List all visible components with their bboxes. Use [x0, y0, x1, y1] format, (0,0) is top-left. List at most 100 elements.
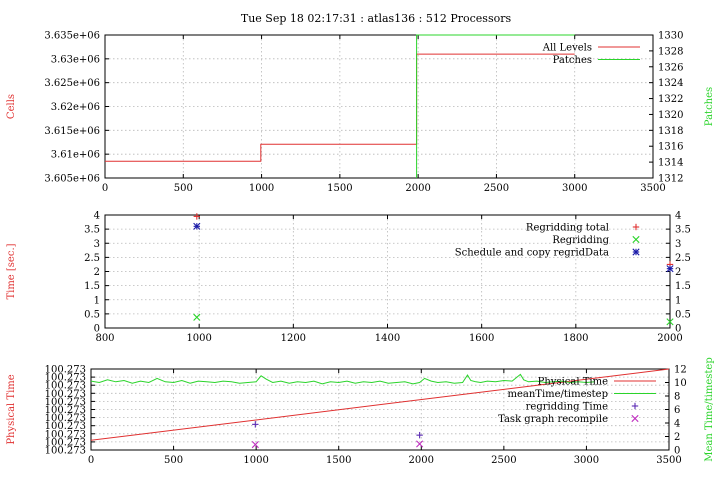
cells-patches-y-tick-label: 3.605e+06	[44, 174, 100, 185]
cells-patches-series-0-line	[105, 53, 575, 162]
regrid-time-legend-label: Schedule and copy regridData	[455, 248, 609, 259]
regrid-time-y-tick-label: 2	[94, 267, 100, 278]
regrid-time-y2-tick-label: 1	[675, 295, 681, 306]
physical-time-y2-tick-label: 0	[674, 446, 680, 457]
regrid-time-y2-tick-label: 0.5	[675, 309, 691, 320]
physical-time-y-tick-label: 100.273	[45, 421, 86, 432]
physical-time-y2label: Mean Time/timestep	[704, 357, 715, 461]
cells-patches-legend-label: All Levels	[542, 43, 592, 54]
physical-time-y-tick-label: 100.273	[45, 437, 86, 448]
regrid-time-y2-tick-label: 2.5	[675, 253, 691, 264]
regrid-time-series-0-markers	[193, 213, 674, 268]
physical-time-y2-tick-label: 8	[674, 392, 680, 403]
physical-time-series-0-line	[90, 368, 670, 441]
physical-time-legend-label: regridding Time	[526, 402, 608, 413]
physical-time-series	[90, 368, 670, 449]
regrid-time-series-2-point	[666, 265, 674, 273]
regrid-time-y2-tick-label: 1.5	[675, 281, 691, 292]
cells-patches-legend-label: Patches	[553, 55, 592, 66]
regrid-time-series-1-point-stroke	[193, 313, 201, 321]
regrid-time-series-2-point-stroke	[193, 222, 201, 230]
physical-time-x-tick-label: 3500	[656, 455, 681, 466]
regrid-time-legend-marker	[632, 223, 640, 231]
physical-time-series-3-point-stroke	[416, 440, 424, 448]
cells-patches-y-tick-label: 3.61e+06	[51, 150, 100, 161]
cells-patches-x-tick-label: 1000	[249, 183, 274, 194]
cells-patches-x-tick-label: 2500	[484, 183, 509, 194]
regrid-time-series-2-point-stroke	[666, 265, 674, 273]
physical-time-y-tick-label: 100.273	[45, 446, 86, 457]
regrid-time-series-1-point-stroke	[666, 318, 674, 326]
regrid-time-ylabel: Time [sec.]	[6, 243, 17, 299]
physical-time-series-3-point	[416, 440, 424, 448]
physical-time-series-2-markers	[252, 421, 423, 439]
regrid-time-series	[193, 213, 674, 326]
regrid-time-y2-tick-label: 3.5	[675, 225, 691, 236]
regrid-time-series-2-markers	[193, 222, 674, 273]
physical-time-y-tick-label: 100.273	[45, 413, 86, 424]
regrid-time-series-2-point	[193, 222, 201, 230]
physical-time-y2-tick-label: 4	[674, 419, 680, 430]
physical-time-series-1-line	[90, 373, 595, 385]
regrid-time-series-1-point	[193, 313, 201, 321]
regrid-time-x-tick-label: 2000	[657, 333, 682, 344]
regrid-time-x-tick-label: 1200	[281, 333, 306, 344]
cells-patches-series-1-line	[416, 34, 575, 178]
panels: 0 500 1000 1500 2000 2500 3000 35003.605e+063.6…	[6, 31, 715, 467]
regrid-time-grid	[105, 215, 670, 328]
physical-time-y-tick-label: 100.273	[45, 405, 86, 416]
regrid-time-series-1-point	[666, 318, 674, 326]
cells-patches-y-tick-label: 3.635e+06	[44, 31, 100, 42]
cells-patches-y-tick-label: 3.62e+06	[51, 102, 100, 113]
physical-time-y2-tick-label: 10	[674, 378, 687, 389]
regrid-time-x-tick-label: 1400	[375, 333, 400, 344]
physical-time-ylabel: Physical Time	[6, 374, 17, 444]
cells-patches-x-tick-label: 500	[174, 183, 193, 194]
physical-time-series-3-point	[251, 441, 259, 449]
regrid-time-y-tick-label: 2.5	[84, 253, 100, 264]
regrid-time-y-tick-label: 0.5	[84, 309, 100, 320]
physical-time-y-tick-label: 100.273	[45, 397, 86, 408]
regrid-time-y2-tick-label: 0	[675, 324, 681, 335]
regrid-time-y-tick-label: 3	[94, 239, 100, 250]
cells-patches-series	[105, 34, 575, 178]
cells-patches-y2-tick-label: 1330	[658, 31, 683, 42]
cells-patches-y-tick-label: 3.625e+06	[44, 78, 100, 89]
physical-time-x-tick-label: 0	[88, 455, 94, 466]
regrid-time-legend-marker	[632, 248, 640, 256]
cells-patches-y2-tick-label: 1322	[658, 94, 683, 105]
regrid-time-legend-marker	[632, 235, 640, 244]
regrid-time-series-0-point	[193, 213, 201, 220]
physical-time-y-tick-label: 100.273	[45, 365, 86, 376]
regrid-time-x-tick-label: 1600	[469, 333, 494, 344]
physical-time-y-tick-label: 100.273	[45, 389, 86, 400]
physical-time-x-tick-label: 3000	[574, 455, 599, 466]
figure-title: Tue Sep 18 02:17:31 : atlas136 : 512 Pro…	[241, 12, 512, 25]
physical-time-x-tick-label: 2500	[491, 455, 516, 466]
cells-patches-y2label: Patches	[704, 87, 715, 126]
regrid-time-y-tick-label: 0	[94, 324, 100, 335]
regrid-time-legend-label: Regridding	[552, 235, 609, 246]
cells-patches-x-tick-label: 1500	[327, 183, 352, 194]
panel-cells-patches: 0 500 1000 1500 2000 2500 3000 3500 3.605e+06 3.6…	[6, 31, 715, 195]
cells-patches-grid	[105, 35, 653, 178]
panel-physical-time: 0 500 1000 1500 2000 2500 3000 3500100.273100.2…	[6, 357, 715, 466]
cells-patches-y2-tick-label: 1318	[658, 126, 683, 137]
physical-time-x-tick-label: 1500	[326, 455, 351, 466]
cells-patches-y-tick-label: 3.615e+06	[44, 126, 100, 137]
regrid-time-y2-tick-label: 3	[675, 239, 681, 250]
physical-time-series-2-point	[252, 421, 259, 428]
physical-time-x-tick-label: 1000	[243, 455, 268, 466]
physical-time-grid	[91, 369, 669, 450]
cells-patches-y2-tick-label: 1316	[658, 142, 683, 153]
physical-time-legend-label: Task graph recompile	[498, 414, 608, 425]
physical-time-legend-marker	[631, 402, 639, 410]
physical-time-legend-label: Physical Time	[538, 377, 608, 388]
regrid-time-y-tick-label: 3.5	[84, 225, 100, 236]
cells-patches-y2-tick-label: 1314	[658, 158, 683, 169]
regrid-time-x-tick-label: 1000	[186, 333, 211, 344]
